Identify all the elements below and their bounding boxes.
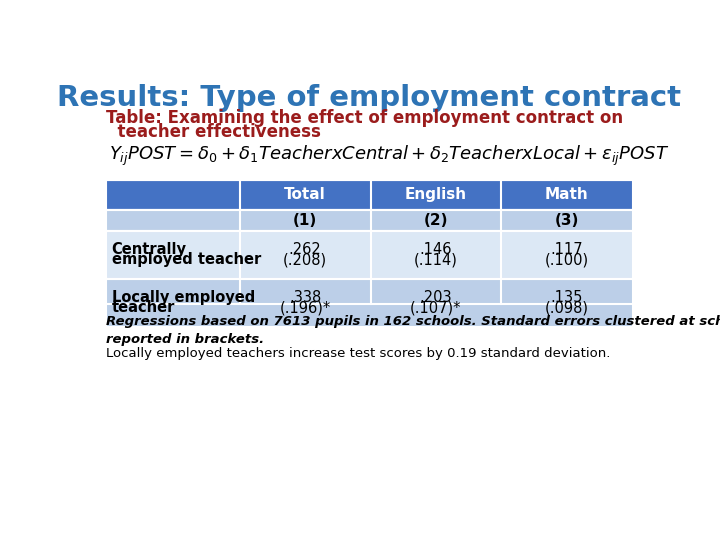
Text: (2): (2) [423, 213, 448, 228]
Text: (3): (3) [554, 213, 579, 228]
Text: .146: .146 [420, 242, 452, 258]
Text: (1): (1) [293, 213, 318, 228]
Text: .117: .117 [551, 242, 583, 258]
Text: Centrally: Centrally [112, 242, 186, 258]
Text: .262: .262 [289, 242, 322, 258]
Text: Locally employed teachers increase test scores by 0.19 standard deviation.: Locally employed teachers increase test … [106, 347, 610, 360]
Text: (.208): (.208) [283, 253, 328, 267]
Text: (.098): (.098) [545, 300, 589, 315]
Text: teacher: teacher [112, 300, 175, 315]
Text: English: English [405, 187, 467, 202]
Text: Total: Total [284, 187, 326, 202]
Text: (.114): (.114) [414, 253, 458, 267]
Text: employed teacher: employed teacher [112, 253, 261, 267]
Bar [106, 231, 632, 279]
Text: $Y_{ij}POST = \delta_0 + \delta_1TeacherxCentral + \delta_2TeacherxLocal + \vare: $Y_{ij}POST = \delta_0 + \delta_1Teacher… [109, 143, 670, 167]
Text: (.196)*: (.196)* [279, 300, 331, 315]
Text: .135: .135 [551, 290, 583, 305]
Text: Table: Examining the effect of employment contract on: Table: Examining the effect of employmen… [106, 109, 623, 127]
Text: .338: .338 [289, 290, 321, 305]
Text: Results: Type of employment contract: Results: Type of employment contract [57, 84, 681, 112]
Bar [106, 180, 632, 210]
Bar [106, 210, 632, 231]
Text: (.100): (.100) [545, 253, 589, 267]
Text: Regressions based on 7613 pupils in 162 schools. Standard errors clustered at sc: Regressions based on 7613 pupils in 162 … [106, 315, 720, 346]
Text: teacher effectiveness: teacher effectiveness [106, 123, 320, 140]
Bar [106, 279, 632, 327]
Text: (.107)*: (.107)* [410, 300, 462, 315]
Text: Locally employed: Locally employed [112, 290, 255, 305]
Text: Math: Math [545, 187, 589, 202]
Text: .203: .203 [420, 290, 452, 305]
